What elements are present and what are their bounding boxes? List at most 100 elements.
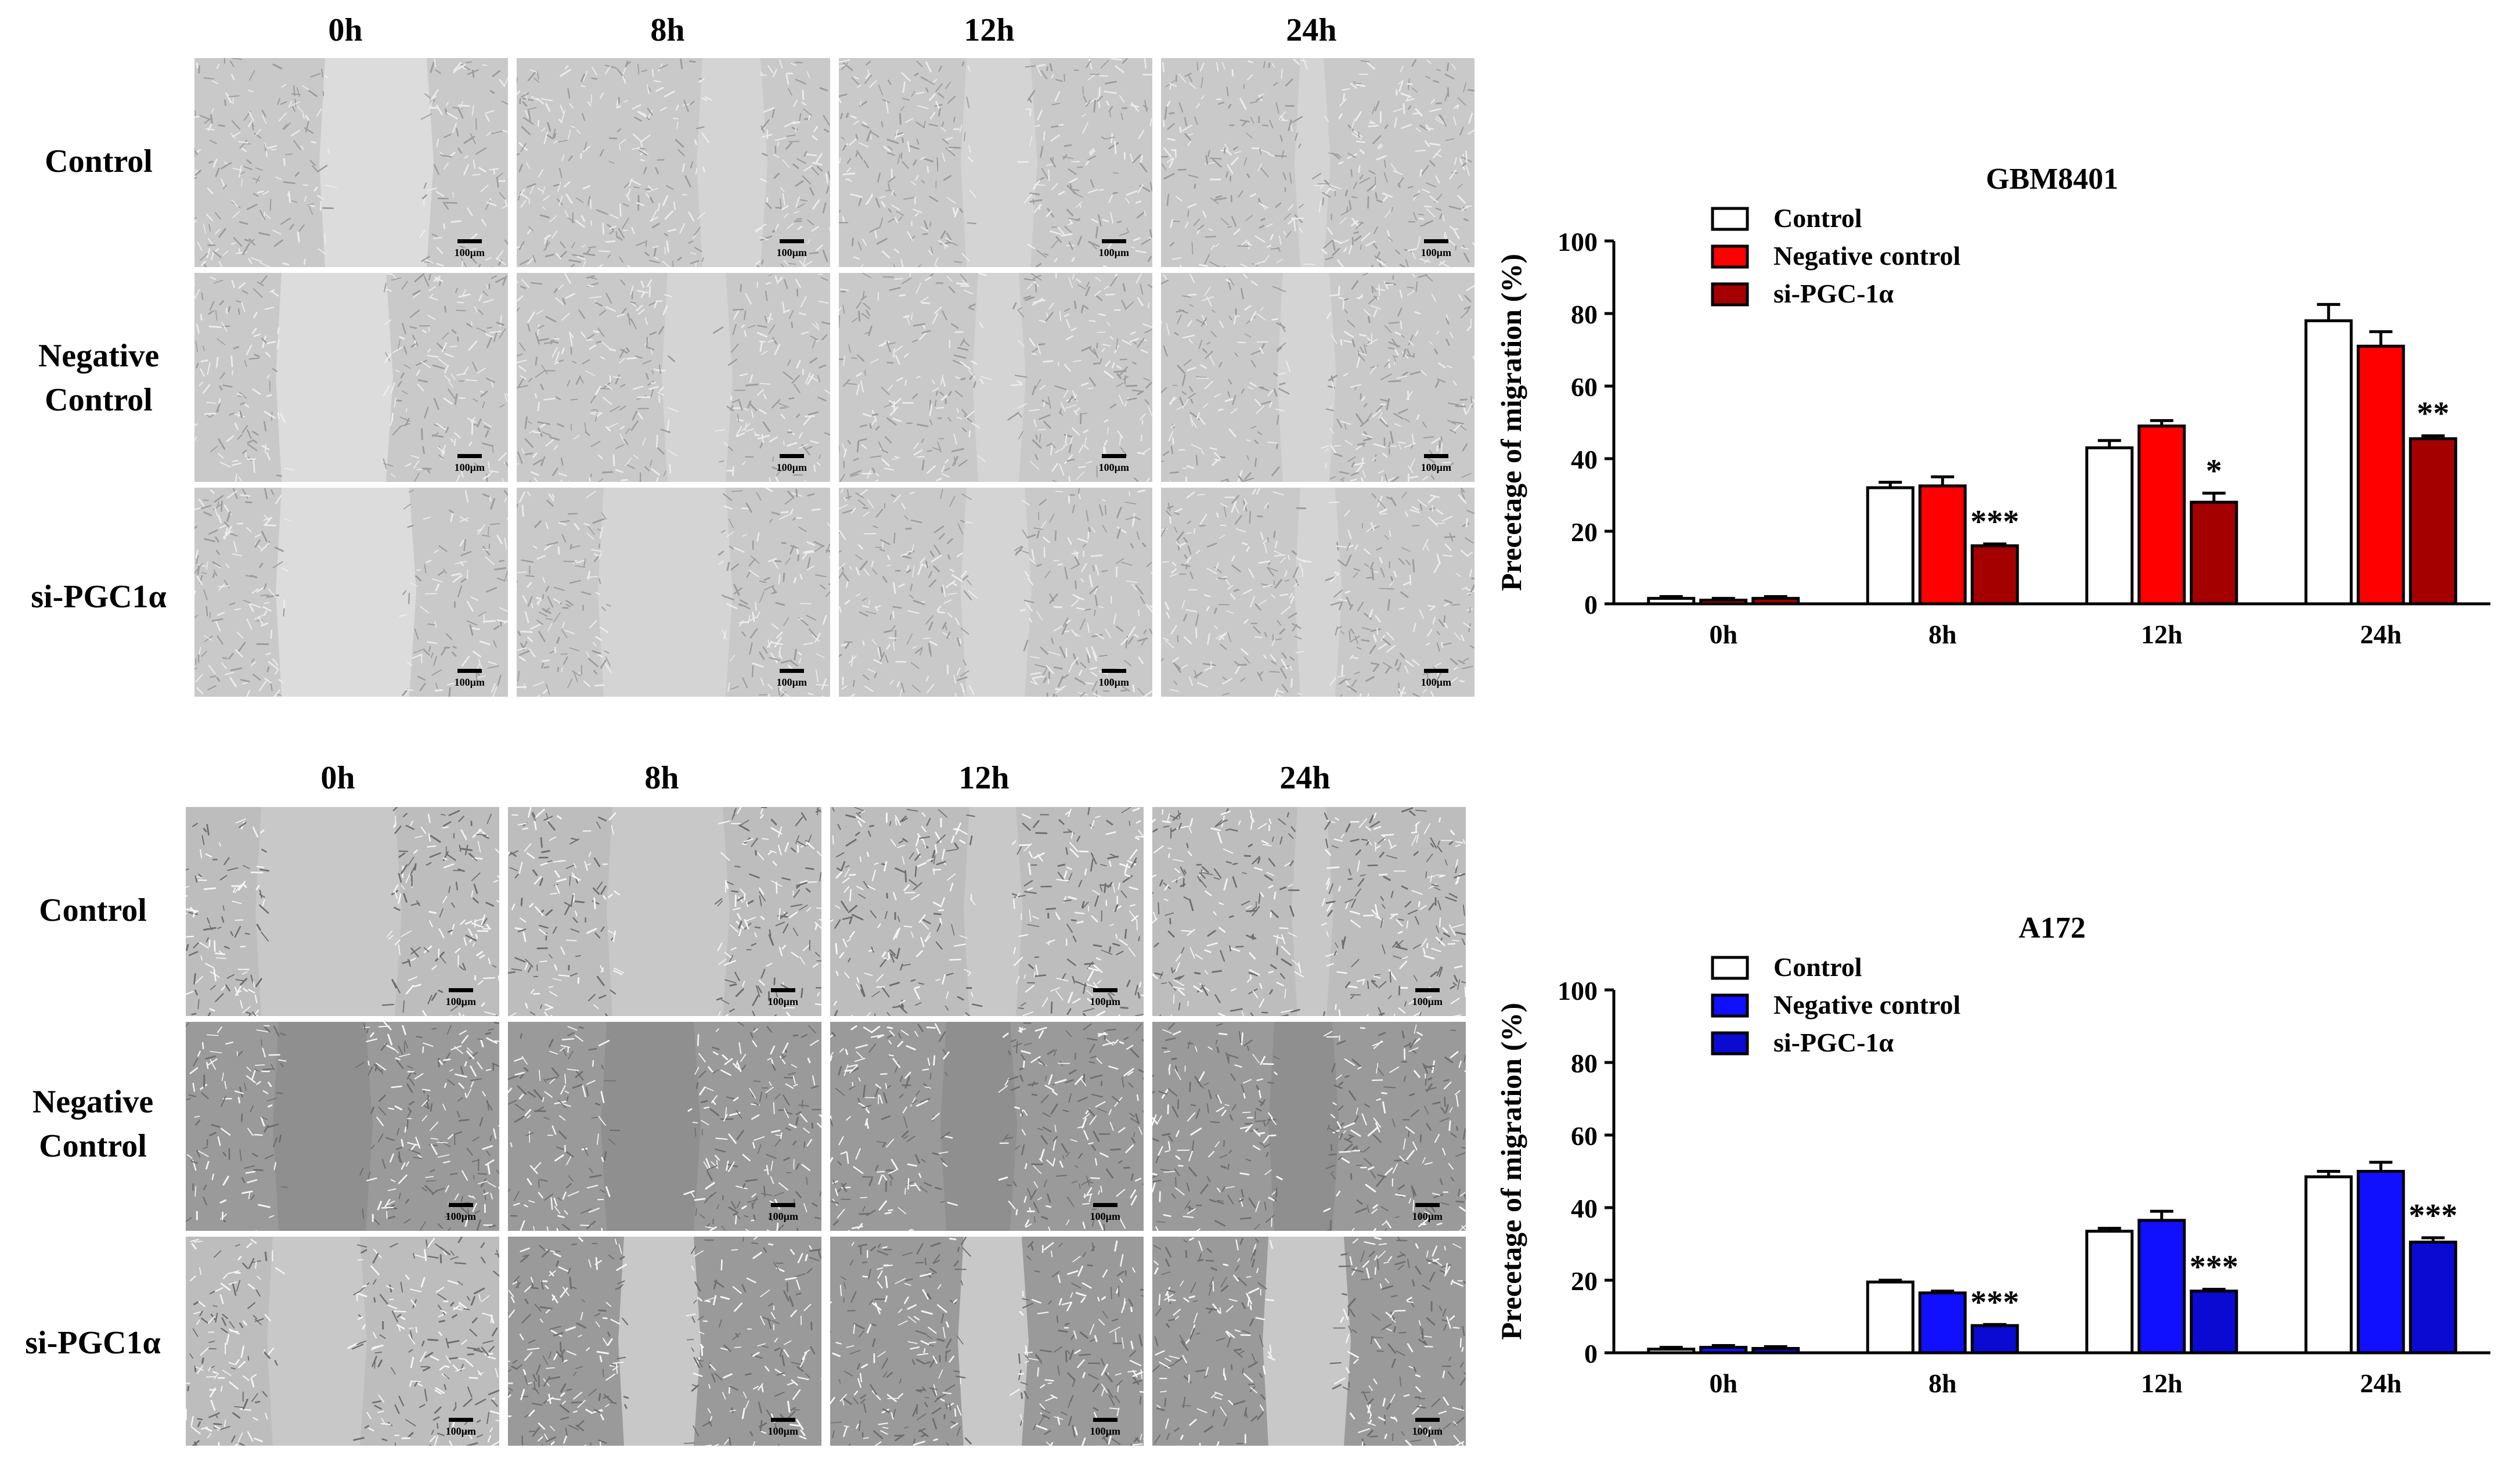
bar-negative-control-0h — [1699, 599, 1748, 606]
micrograph-control-24h: 100µm — [1152, 807, 1466, 1016]
time-label-8h: 8h — [644, 760, 679, 796]
scale-bar-label: 100µm — [776, 462, 807, 473]
bar-si-pgc-1--24h — [2409, 1240, 2457, 1355]
legend-label: Control — [1773, 203, 1862, 233]
y-tick-label: 20 — [1571, 1266, 1598, 1296]
legend-swatch — [1711, 956, 1749, 980]
bar-negative-control-0h — [1699, 1346, 1748, 1355]
scale-bar-line — [1423, 239, 1448, 243]
scale-bar: 100µm — [1421, 239, 1451, 259]
scale-bar-line — [1415, 1203, 1440, 1207]
scale-bar-label: 100µm — [1412, 1211, 1443, 1222]
scale-bar: 100µm — [1099, 239, 1129, 259]
scale-bar: 100µm — [1090, 988, 1120, 1008]
scale-bar-label: 100µm — [1098, 676, 1129, 688]
micrograph-panel-gbm8401: 0h 8h 12h 24h Control Negative Control s… — [0, 0, 1486, 708]
scale-bar-line — [1423, 454, 1448, 458]
scale-bar-label: 100µm — [1090, 1211, 1120, 1222]
bar-control-24h — [2304, 1175, 2353, 1355]
micrograph-si-pgc1a-24h: 100µm — [1161, 488, 1474, 697]
micrograph-negative-control-0h: 100µm — [194, 273, 508, 482]
bar-negative-control-12h — [2137, 1219, 2186, 1355]
scale-bar-label: 100µm — [1090, 996, 1120, 1007]
row-label-si-pgc1a: si-PGC1α — [31, 579, 167, 615]
scale-bar-label: 100µm — [1098, 247, 1129, 258]
micrograph-panel-a172: 0h 8h 12h 24h Control Negative Control s… — [0, 749, 1486, 1466]
time-label-8h: 8h — [650, 12, 685, 48]
y-tick-label: 40 — [1571, 445, 1598, 474]
scale-bar-label: 100µm — [1412, 1425, 1443, 1437]
bar-control-12h — [2085, 1230, 2134, 1355]
micrograph-negative-control-12h: 100µm — [839, 273, 1152, 482]
time-label-24h: 24h — [1279, 760, 1331, 796]
scale-bar: 100µm — [1099, 669, 1129, 689]
scale-bar: 100µm — [455, 454, 485, 474]
scale-bar: 100µm — [768, 1203, 798, 1223]
x-tick-label: 8h — [1928, 1368, 1957, 1398]
bar-chart-a172: A172 Precetage of migration (%) 0 20 40 60 80 1… — [1495, 912, 2490, 1398]
y-axis-label: Precetage of migration (%) — [1495, 1003, 1527, 1340]
scale-bar-label: 100µm — [1421, 247, 1451, 258]
bar-negative-control-12h — [2137, 424, 2186, 606]
micrograph-control-12h: 100µm — [839, 58, 1152, 267]
y-tick-label: 80 — [1571, 1049, 1598, 1078]
legend-label: Negative control — [1773, 990, 1960, 1020]
bar-control-0h — [1647, 1348, 1696, 1355]
scale-bar: 100µm — [1090, 1203, 1120, 1223]
x-tick-label: 24h — [2360, 1368, 2402, 1398]
scale-bar: 100µm — [1412, 988, 1443, 1008]
significance-marker: *** — [1970, 504, 2019, 540]
scale-bar-label: 100µm — [454, 462, 485, 473]
bar-si-pgc-1--0h — [1751, 1347, 1800, 1355]
scale-bar-line — [448, 1203, 473, 1207]
micrograph-control-24h: 100µm — [1161, 58, 1474, 267]
scale-bar: 100µm — [777, 454, 807, 474]
micrograph-negative-control-12h: 100µm — [830, 1022, 1144, 1231]
scale-bar: 100µm — [455, 669, 485, 689]
bar-control-8h — [1866, 1280, 1915, 1355]
y-tick-label: 80 — [1571, 300, 1598, 329]
significance-marker: ** — [2417, 396, 2449, 432]
legend-swatch — [1711, 993, 1749, 1018]
micrograph-si-pgc1a-8h: 100µm — [508, 1237, 821, 1446]
micrograph-si-pgc1a-24h: 100µm — [1152, 1237, 1466, 1446]
significance-marker: *** — [1970, 1284, 2019, 1320]
bar-si-pgc-1--0h — [1751, 597, 1800, 606]
scale-bar-line — [457, 669, 482, 673]
y-tick-label: 60 — [1571, 372, 1598, 402]
bar-si-pgc-1--12h — [2190, 500, 2238, 606]
scale-bar: 100µm — [1099, 454, 1129, 474]
legend-label: Control — [1773, 952, 1862, 982]
y-tick-label: 60 — [1571, 1121, 1598, 1151]
legend-label: Negative control — [1773, 241, 1960, 271]
legend-swatch — [1711, 244, 1749, 269]
scale-bar: 100µm — [446, 1418, 476, 1438]
bar-si-pgc-1--24h — [2409, 437, 2457, 606]
time-label-24h: 24h — [1286, 12, 1337, 48]
scale-bar: 100µm — [455, 239, 485, 259]
bar-si-pgc-1--8h — [1970, 1324, 2019, 1355]
scale-bar-line — [1415, 1418, 1440, 1422]
scale-bar-label: 100µm — [1098, 462, 1129, 473]
legend-label: si-PGC-1α — [1773, 279, 1894, 308]
bar-negative-control-24h — [2356, 344, 2405, 606]
scale-bar-label: 100µm — [1421, 462, 1451, 473]
scale-bar-label: 100µm — [454, 676, 485, 688]
row-label-si-pgc1a: si-PGC1α — [25, 1325, 161, 1361]
scale-bar-line — [1101, 239, 1126, 243]
row-label-negative-control: Negative Control — [32, 1084, 154, 1164]
bar-control-24h — [2304, 319, 2353, 606]
bar-negative-control-8h — [1918, 484, 1967, 606]
y-tick-label: 20 — [1571, 517, 1598, 547]
scale-bar-line — [448, 988, 473, 992]
micrograph-si-pgc1a-12h: 100µm — [839, 488, 1152, 697]
scale-bar-line — [1415, 988, 1440, 992]
micrograph-negative-control-24h: 100µm — [1152, 1022, 1466, 1231]
scale-bar-label: 100µm — [1090, 1425, 1120, 1437]
row-label-control: Control — [45, 143, 153, 179]
x-tick-label: 0h — [1709, 619, 1737, 649]
micrograph-control-0h: 100µm — [194, 58, 508, 267]
bar-negative-control-8h — [1918, 1291, 1967, 1355]
bar-chart-gbm8401: GBM8401 Precetage of migration (%) 0 20 40 60… — [1495, 163, 2490, 649]
time-label-12h: 12h — [958, 760, 1010, 796]
